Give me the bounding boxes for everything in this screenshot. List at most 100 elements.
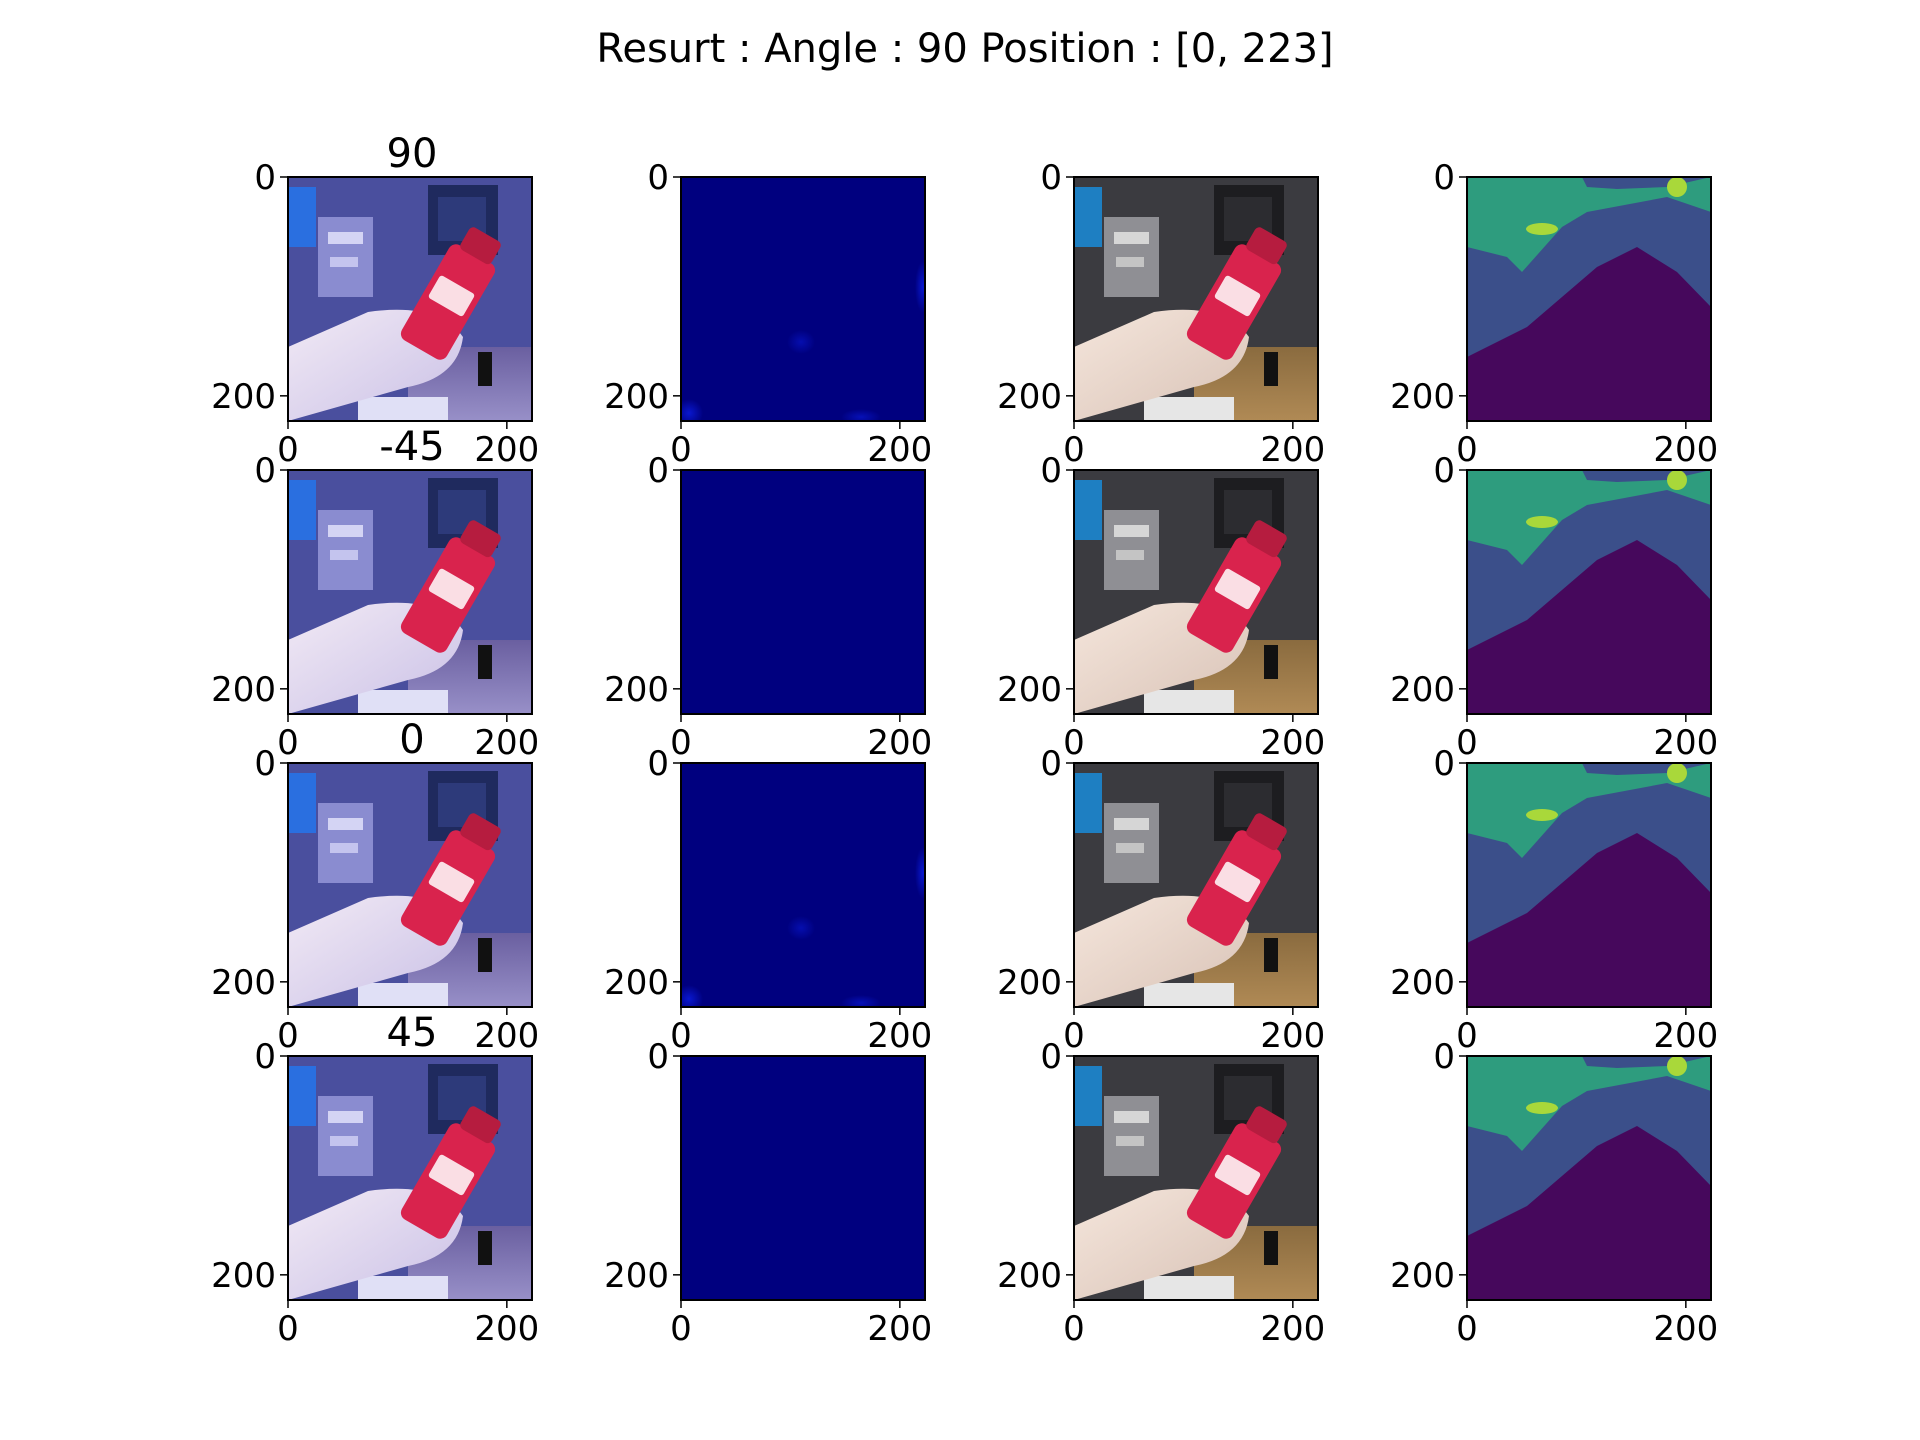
x-tick-label: 0 [1456,430,1478,470]
panel-image [1074,763,1318,1007]
panel-frame [680,1055,926,1301]
panel-frame [1073,762,1319,1008]
y-tick-label: 0 [1040,158,1062,198]
x-tick-label: 0 [1063,1309,1085,1349]
y-tick-label: 0 [1433,451,1455,491]
y-tick-label: 200 [1390,670,1455,710]
panel-image [1467,177,1711,421]
x-tick-label: 200 [474,1016,539,1056]
panel-image [288,1056,532,1300]
x-tick-label: 200 [867,723,932,763]
panel-r1-c0-rgb-frame: 0 200 0 200 -45 [211,424,539,763]
panel-image [1467,470,1711,714]
x-tick-label: 0 [277,430,299,470]
y-tick-label: 200 [604,963,669,1003]
y-tick-label: 200 [1390,377,1455,417]
panel-frame [1466,176,1712,422]
y-tick-label: 200 [211,963,276,1003]
panel-frame [287,762,533,1008]
x-tick-label: 0 [670,1309,692,1349]
x-tick-label: 0 [670,723,692,763]
y-tick-label: 200 [211,1256,276,1296]
x-tick-label: 200 [1260,723,1325,763]
y-tick-label: 0 [1433,1037,1455,1077]
row-title: 45 [387,1010,438,1056]
panel-image [1467,763,1711,1007]
x-tick-label: 200 [474,723,539,763]
panel-image [288,763,532,1007]
y-tick-label: 0 [1433,158,1455,198]
x-tick-label: 0 [277,723,299,763]
panel-image [288,470,532,714]
x-tick-label: 0 [1456,1309,1478,1349]
row-title: 90 [387,131,438,177]
y-tick-label: 200 [211,377,276,417]
y-tick-label: 0 [254,158,276,198]
panel-image [681,177,925,421]
y-tick-label: 0 [254,451,276,491]
x-tick-label: 200 [1653,723,1718,763]
panel-frame [1073,469,1319,715]
panel-image [1467,1056,1711,1300]
y-tick-label: 200 [604,670,669,710]
x-tick-label: 200 [1260,1016,1325,1056]
y-tick-label: 200 [604,377,669,417]
y-tick-label: 0 [1040,1037,1062,1077]
panel-frame [1466,1055,1712,1301]
y-tick-label: 0 [1433,744,1455,784]
x-tick-label: 0 [277,1309,299,1349]
y-tick-label: 200 [1390,963,1455,1003]
y-tick-label: 0 [254,1037,276,1077]
panel-frame [287,469,533,715]
x-tick-label: 200 [1653,1016,1718,1056]
x-tick-label: 0 [277,1016,299,1056]
x-tick-label: 200 [474,430,539,470]
y-tick-label: 200 [997,670,1062,710]
y-tick-label: 0 [1040,744,1062,784]
x-tick-label: 0 [670,430,692,470]
y-tick-label: 0 [1040,451,1062,491]
y-tick-label: 200 [604,1256,669,1296]
panel-image [1074,470,1318,714]
panel-frame [1073,1055,1319,1301]
y-tick-label: 200 [997,963,1062,1003]
panel-frame [1466,469,1712,715]
x-tick-label: 200 [1653,1309,1718,1349]
panel-image [288,177,532,421]
panel-frame [1073,176,1319,422]
y-tick-label: 0 [647,744,669,784]
panel-image [681,763,925,1007]
y-tick-label: 200 [1390,1256,1455,1296]
x-tick-label: 0 [1063,723,1085,763]
x-tick-label: 0 [1063,1016,1085,1056]
x-tick-label: 200 [867,430,932,470]
y-tick-label: 200 [997,377,1062,417]
x-tick-label: 200 [1260,1309,1325,1349]
x-tick-label: 0 [1063,430,1085,470]
panel-frame [680,762,926,1008]
row-title: -45 [379,424,444,470]
y-tick-label: 0 [647,1037,669,1077]
x-tick-label: 200 [1260,430,1325,470]
panel-image [1074,1056,1318,1300]
panel-frame [680,176,926,422]
panel-frame [287,176,533,422]
panel-frame [680,469,926,715]
panel-frame [1466,762,1712,1008]
panel-image [681,1056,925,1300]
panel-image [681,470,925,714]
